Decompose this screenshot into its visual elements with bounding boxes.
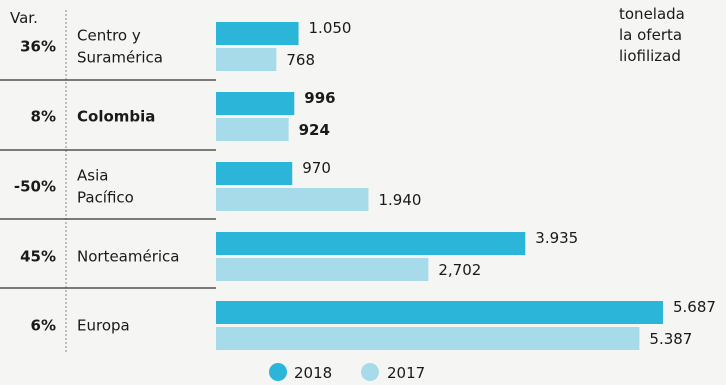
legend-label: 2017 [387,364,425,382]
bar-value-label: 1.940 [378,191,421,209]
side-note-line: tonelada [619,5,685,23]
bar-value-label: 3.935 [535,229,578,247]
legend-swatch [269,363,287,381]
bar-2017 [216,118,289,141]
variation-value: 45% [20,248,56,266]
side-note: tonelada la oferta liofilizad [619,4,685,67]
variation-value: 36% [20,38,56,56]
bar-value-label: 1.050 [309,19,352,37]
chart-legend: 2018 2017 [269,363,425,382]
bar-value-label: 2,702 [438,261,481,279]
category-label: Asia [77,167,108,185]
category-label: Suramérica [77,49,163,67]
chart-rows: 36% Centro y Suramérica 1.050 768 8% Colombia 9… [0,19,716,350]
category-label: Centro y [77,27,141,45]
bar-value-label: 5.387 [649,330,692,348]
bar-2018 [216,232,526,255]
variation-value: 6% [31,317,56,335]
category-label: Norteamérica [77,248,179,266]
bar-2018 [216,301,663,324]
legend-label: 2018 [294,364,332,382]
bar-2017 [216,327,640,350]
bar-value-label: 996 [304,89,335,107]
variation-header: Var. [10,9,38,27]
bar-2018 [216,22,299,45]
bar-value-label: 768 [286,51,315,69]
legend-swatch [361,363,379,381]
category-label: Colombia [77,108,155,126]
category-label: Pacífico [77,189,134,207]
side-note-line: liofilizad [619,47,681,65]
variation-value: -50% [14,178,56,196]
bar-value-label: 924 [299,121,330,139]
bar-2017 [216,188,369,211]
variation-value: 8% [31,108,56,126]
bar-2017 [216,48,277,71]
bar-2017 [216,258,429,281]
side-note-line: la oferta [619,26,683,44]
bar-value-label: 5.687 [673,298,716,316]
bar-2018 [216,162,293,185]
bar-value-label: 970 [302,159,331,177]
bar-2018 [216,92,295,115]
category-label: Europa [77,317,130,335]
